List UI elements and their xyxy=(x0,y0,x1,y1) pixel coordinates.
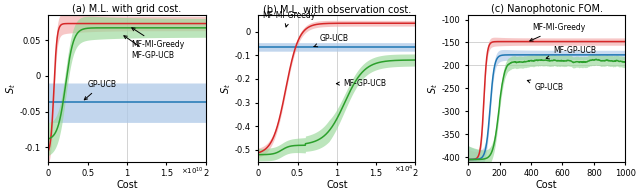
Title: (c) Nanophotonic FOM.: (c) Nanophotonic FOM. xyxy=(491,4,603,14)
Text: GP-UCB: GP-UCB xyxy=(314,34,349,47)
Text: MF-GP-UCB: MF-GP-UCB xyxy=(337,79,386,88)
Y-axis label: $S_t$: $S_t$ xyxy=(426,83,440,94)
Text: MF-GP-UCB: MF-GP-UCB xyxy=(546,46,596,59)
Text: GP-UCB: GP-UCB xyxy=(84,80,116,100)
X-axis label: Cost: Cost xyxy=(116,180,138,190)
Title: (a) M.L. with grid cost.: (a) M.L. with grid cost. xyxy=(72,4,182,14)
X-axis label: Cost: Cost xyxy=(326,180,348,190)
Title: (b) M.L. with observation cost.: (b) M.L. with observation cost. xyxy=(263,4,411,14)
Text: MF-GP-UCB: MF-GP-UCB xyxy=(124,36,174,60)
Text: GP-UCB: GP-UCB xyxy=(527,80,563,92)
Text: MF-MI-Greedy: MF-MI-Greedy xyxy=(131,28,184,49)
Y-axis label: $S_t$: $S_t$ xyxy=(4,83,18,94)
Text: $\times10^{10}$: $\times10^{10}$ xyxy=(181,165,204,177)
X-axis label: Cost: Cost xyxy=(536,180,557,190)
Text: MF-MI-Greedy: MF-MI-Greedy xyxy=(530,23,586,41)
Text: MF-MI-Greedy: MF-MI-Greedy xyxy=(262,11,316,27)
Text: $\times10^{4}$: $\times10^{4}$ xyxy=(394,164,414,176)
Y-axis label: $S_t$: $S_t$ xyxy=(219,83,233,94)
